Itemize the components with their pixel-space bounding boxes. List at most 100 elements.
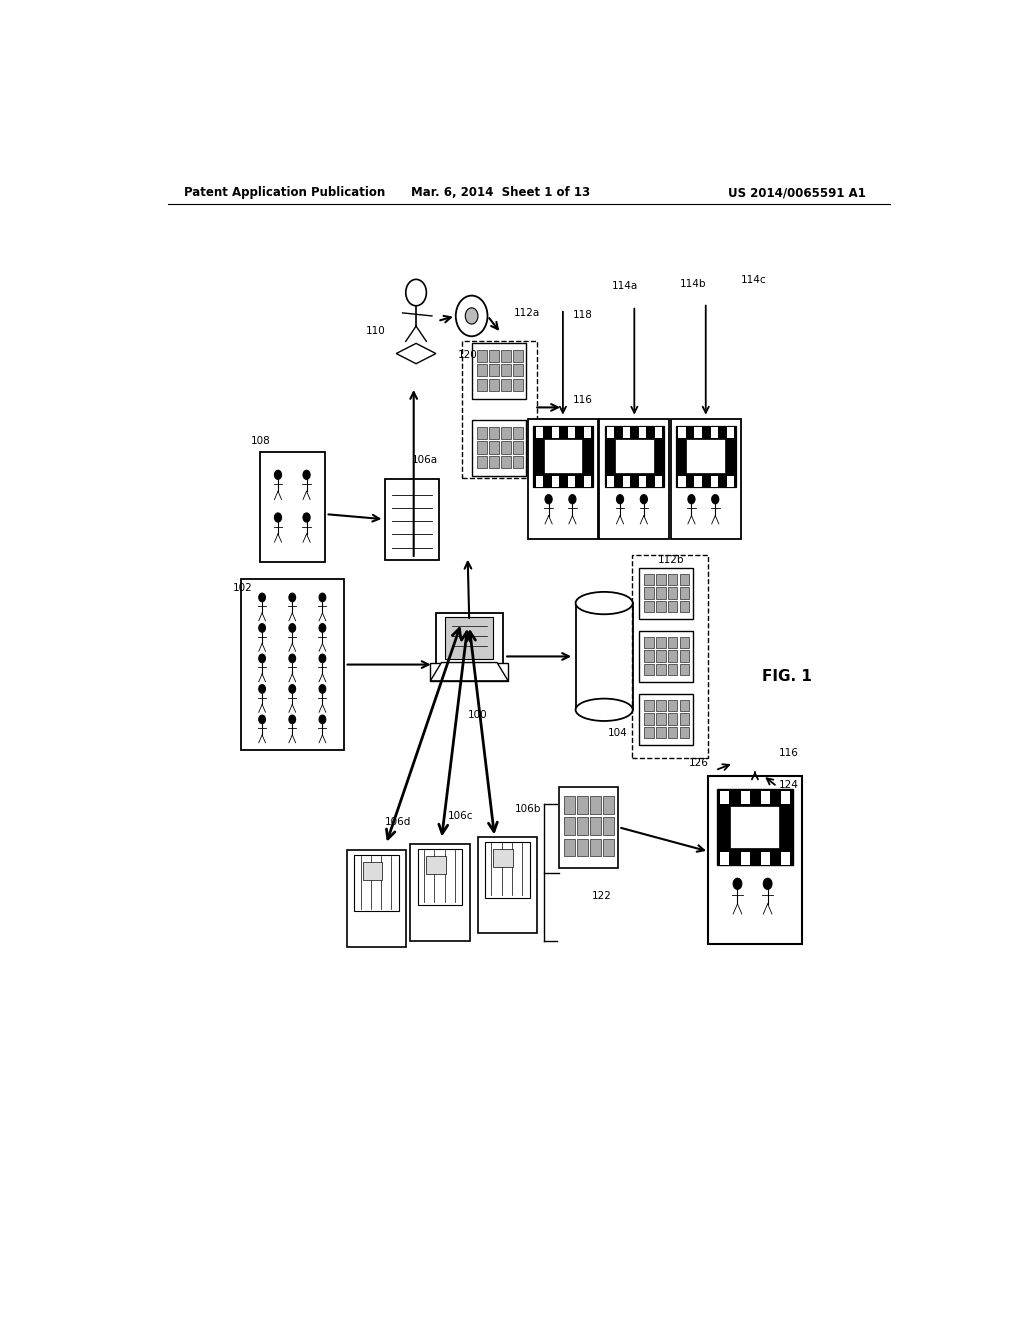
- Bar: [477, 350, 487, 362]
- Text: 116: 116: [779, 748, 799, 758]
- Bar: [564, 817, 574, 836]
- Bar: [644, 601, 653, 611]
- Bar: [501, 379, 511, 391]
- Circle shape: [303, 513, 310, 523]
- Bar: [639, 694, 693, 744]
- Bar: [711, 426, 718, 438]
- Bar: [655, 475, 663, 487]
- Bar: [426, 855, 445, 874]
- Bar: [418, 849, 462, 906]
- Text: 114c: 114c: [740, 276, 766, 285]
- Bar: [644, 726, 653, 738]
- Bar: [720, 851, 729, 866]
- Bar: [680, 664, 689, 675]
- Bar: [590, 838, 601, 857]
- Bar: [501, 455, 511, 469]
- Bar: [623, 475, 630, 487]
- Bar: [603, 838, 613, 857]
- Text: 106b: 106b: [515, 804, 542, 814]
- Bar: [668, 726, 678, 738]
- Bar: [477, 364, 487, 376]
- Text: 110: 110: [367, 326, 386, 337]
- Circle shape: [274, 513, 282, 523]
- Bar: [411, 843, 470, 941]
- Bar: [644, 574, 653, 585]
- Bar: [615, 440, 653, 473]
- Bar: [680, 651, 689, 661]
- Bar: [639, 426, 646, 438]
- Text: 106c: 106c: [447, 810, 473, 821]
- Text: 120: 120: [458, 350, 477, 359]
- Circle shape: [289, 685, 296, 693]
- Bar: [435, 614, 503, 680]
- Polygon shape: [396, 343, 436, 364]
- Bar: [362, 862, 382, 880]
- Bar: [552, 426, 559, 438]
- Circle shape: [303, 470, 310, 479]
- Bar: [536, 426, 543, 438]
- Bar: [489, 426, 499, 440]
- Circle shape: [289, 715, 296, 723]
- Bar: [639, 631, 693, 682]
- Bar: [717, 789, 793, 866]
- Bar: [472, 420, 526, 477]
- Bar: [709, 776, 802, 944]
- Bar: [655, 700, 666, 711]
- Circle shape: [259, 715, 265, 723]
- Circle shape: [319, 623, 326, 632]
- Bar: [552, 475, 559, 487]
- Bar: [513, 426, 522, 440]
- Bar: [477, 426, 487, 440]
- Bar: [761, 791, 770, 804]
- Bar: [558, 787, 618, 867]
- Bar: [489, 364, 499, 376]
- Bar: [680, 587, 689, 598]
- Bar: [603, 817, 613, 836]
- Bar: [513, 455, 522, 469]
- Circle shape: [319, 593, 326, 602]
- Ellipse shape: [575, 591, 633, 614]
- Bar: [680, 574, 689, 585]
- Circle shape: [456, 296, 487, 337]
- Bar: [680, 726, 689, 738]
- Circle shape: [569, 495, 575, 504]
- Text: FIG. 1: FIG. 1: [762, 669, 812, 684]
- Bar: [740, 791, 750, 804]
- Text: US 2014/0065591 A1: US 2014/0065591 A1: [728, 186, 866, 199]
- Bar: [680, 638, 689, 648]
- Bar: [575, 603, 633, 710]
- Bar: [485, 842, 529, 898]
- Bar: [567, 475, 574, 487]
- Bar: [489, 350, 499, 362]
- Bar: [477, 441, 487, 454]
- Text: 124: 124: [778, 780, 799, 789]
- Bar: [678, 475, 685, 487]
- Bar: [727, 475, 734, 487]
- Bar: [644, 664, 653, 675]
- Bar: [668, 664, 678, 675]
- Bar: [489, 441, 499, 454]
- Bar: [604, 426, 665, 487]
- Bar: [655, 601, 666, 611]
- Bar: [686, 440, 725, 473]
- Bar: [680, 700, 689, 711]
- Bar: [462, 341, 538, 478]
- Text: 112b: 112b: [658, 554, 685, 565]
- Bar: [678, 426, 685, 438]
- Bar: [494, 849, 513, 867]
- Circle shape: [406, 280, 426, 306]
- Bar: [655, 726, 666, 738]
- Bar: [711, 475, 718, 487]
- Bar: [590, 796, 601, 814]
- Bar: [536, 475, 543, 487]
- Circle shape: [616, 495, 624, 504]
- Bar: [513, 350, 522, 362]
- Circle shape: [289, 623, 296, 632]
- Circle shape: [640, 495, 647, 504]
- Bar: [761, 851, 770, 866]
- Bar: [603, 796, 613, 814]
- Circle shape: [259, 623, 265, 632]
- Bar: [680, 713, 689, 725]
- Circle shape: [545, 495, 552, 504]
- Bar: [544, 440, 583, 473]
